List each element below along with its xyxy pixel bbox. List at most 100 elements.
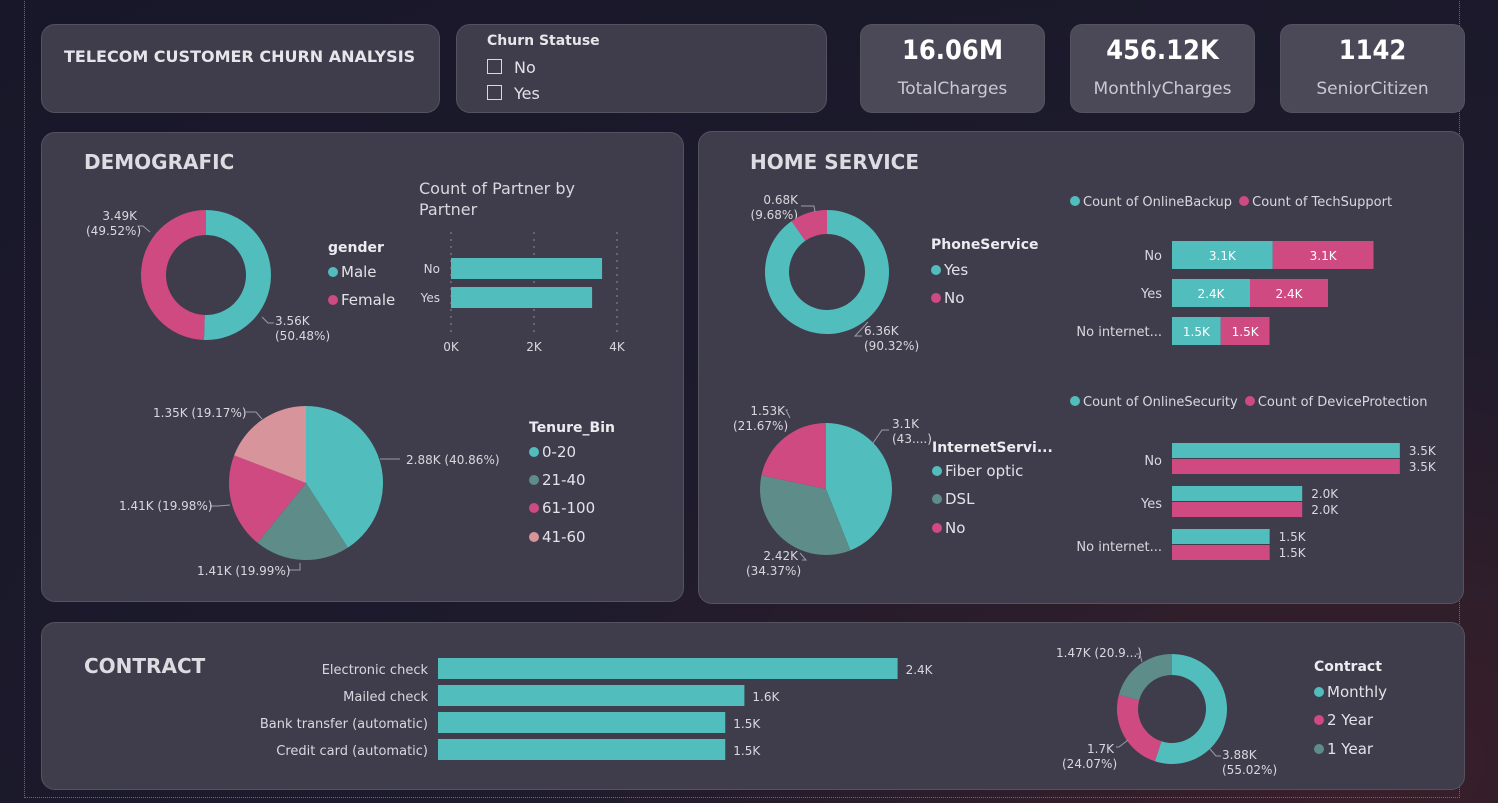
backup-data-label: 1.5K: [1232, 325, 1260, 339]
phone-legend-title: PhoneService: [931, 237, 1039, 253]
payment-category-label: Mailed check: [343, 690, 428, 705]
backup-data-label: 2.4K: [1198, 287, 1226, 301]
tenure-leader-3: [246, 411, 263, 420]
payment-category-label: Bank transfer (automatic): [260, 717, 428, 732]
partner-category-label: No: [424, 262, 440, 276]
phone-label-no: 0.68K (9.68%): [750, 193, 798, 222]
security-bar-0: [1172, 529, 1270, 544]
legend-dot: [529, 475, 539, 485]
security-bar-0: [1172, 486, 1303, 501]
page-title: TELECOM CUSTOMER CHURN ANALYSIS: [64, 47, 416, 66]
contract-label-monthly: 3.88K (55.02%): [1222, 748, 1278, 777]
security-protection-bar-chart: No 3.5K 3.5K Yes 2.0K 2.0K No internet... 1.5K 1…: [1076, 443, 1437, 560]
payment-bar: [438, 739, 726, 760]
tenure-slice-1: [257, 483, 348, 560]
gender-leader-male: [261, 316, 274, 324]
phone-service-donut-chart: [764, 205, 889, 337]
section-title-home-service: HOME SERVICE: [750, 150, 919, 174]
backup-data-label: 3.1K: [1310, 249, 1338, 263]
payment-bar: [438, 658, 898, 679]
slicer-checkbox-no[interactable]: [487, 59, 502, 74]
tenure-legend-21-40[interactable]: 21-40: [529, 471, 586, 489]
payment-bar: [438, 712, 726, 733]
tenure-slice-2: [229, 455, 306, 543]
partner-bar-chart: 0K 2K 4K No Yes: [420, 232, 626, 354]
slicer-checkbox-yes[interactable]: [487, 85, 502, 100]
tenure-leader-2: [210, 504, 231, 507]
title-card: TELECOM CUSTOMER CHURN ANALYSIS: [41, 24, 440, 113]
security-data-label: 3.5K: [1409, 460, 1437, 474]
legend-dot: [932, 523, 942, 533]
gender-slice-1: [140, 210, 206, 340]
internet-leader-no: [785, 409, 791, 419]
slicer-option-yes[interactable]: Yes: [514, 84, 540, 103]
slicer-option-no[interactable]: No: [514, 58, 536, 77]
legend-dot: [328, 295, 338, 305]
contract-label-2-year: 1.7K (24.07%): [1062, 742, 1118, 771]
tenure-label-61-100: 1.41K (19.98%): [119, 499, 213, 513]
security-data-label: 1.5K: [1279, 530, 1307, 544]
internet-service-pie-chart: [760, 409, 893, 561]
partner-tick-label: 2K: [526, 340, 543, 354]
partner-chart-title: Count of Partner by Partner: [419, 179, 575, 219]
payment-data-label: 1.6K: [752, 690, 780, 704]
demographic-card: DEMOGRAFIC: [41, 132, 684, 602]
gender-legend-female[interactable]: Female: [328, 291, 395, 309]
internet-label-no: 1.53K (21.67%): [733, 404, 789, 433]
security-bar-1: [1172, 502, 1303, 517]
legend-dot: [1070, 396, 1080, 406]
partner-bar: [451, 258, 603, 279]
legend-dot: [932, 494, 942, 504]
backup-bar-0: [1172, 241, 1273, 269]
kpi-total-charges: 16.06M TotalCharges: [860, 24, 1045, 113]
contract-legend-1-year[interactable]: 1 Year: [1314, 740, 1373, 758]
internet-legend-title: InternetServi...: [932, 440, 1053, 456]
kpi-value: 16.06M: [901, 35, 1003, 66]
tenure-legend-0-20[interactable]: 0-20: [529, 443, 576, 461]
phone-slice-0: [764, 210, 889, 334]
contract-leader-1-year: [1136, 653, 1143, 663]
gender-legend-title: gender: [328, 240, 384, 256]
backup-bar-0: [1172, 279, 1250, 307]
partner-tick-label: 4K: [609, 340, 626, 354]
phone-legend-yes[interactable]: Yes: [931, 261, 968, 279]
legend-dot: [1314, 744, 1324, 754]
slicer-title: Churn Statuse: [487, 33, 600, 49]
churn-slicer[interactable]: Churn Statuse No Yes: [456, 24, 827, 113]
tenure-legend-title: Tenure_Bin: [529, 420, 615, 436]
gender-legend-male[interactable]: Male: [328, 263, 377, 281]
internet-slice-1: [760, 475, 851, 555]
phone-legend-no[interactable]: No: [931, 289, 964, 307]
contract-legend-monthly[interactable]: Monthly: [1314, 683, 1387, 701]
contract-card: CONTRACT: [41, 622, 1465, 790]
internet-legend-fiber[interactable]: Fiber optic: [932, 462, 1023, 480]
payment-category-label: Credit card (automatic): [276, 744, 428, 759]
tenure-legend-41-60[interactable]: 41-60: [529, 528, 586, 546]
gender-donut-chart: [139, 210, 274, 340]
tenure-slice-0: [306, 406, 383, 548]
home-service-card: HOME SERVICE: [698, 131, 1464, 604]
legend-dot: [529, 503, 539, 513]
security-legend: Count of OnlineSecurity Count of DeviceP…: [1070, 395, 1428, 410]
security-bar-1: [1172, 545, 1270, 560]
backup-category-label: No: [1144, 249, 1162, 264]
security-data-label: 1.5K: [1279, 546, 1307, 560]
kpi-senior-citizen: 1142 SeniorCitizen: [1280, 24, 1465, 113]
contract-legend-title: Contract: [1314, 659, 1382, 675]
backup-data-label: 1.5K: [1183, 325, 1211, 339]
payment-data-label: 1.5K: [733, 717, 761, 731]
contract-slice-2: [1118, 654, 1172, 701]
backup-techsupport-bar-chart: No 3.1K 3.1K Yes 2.4K 2.4K No internet... 1.5K 1…: [1076, 241, 1374, 345]
internet-legend-dsl[interactable]: DSL: [932, 490, 974, 508]
contract-legend-2-year[interactable]: 2 Year: [1314, 711, 1373, 729]
legend-dot: [931, 265, 941, 275]
internet-legend-no[interactable]: No: [932, 519, 965, 537]
legend-dot: [931, 293, 941, 303]
tenure-legend-61-100[interactable]: 61-100: [529, 499, 595, 517]
legend-dot: [1070, 196, 1080, 206]
internet-leader-dsl: [799, 552, 808, 561]
security-data-label: 3.5K: [1409, 444, 1437, 458]
legend-dot: [529, 532, 539, 542]
backup-category-label: No internet...: [1076, 325, 1162, 340]
partner-category-label: Yes: [420, 291, 440, 305]
